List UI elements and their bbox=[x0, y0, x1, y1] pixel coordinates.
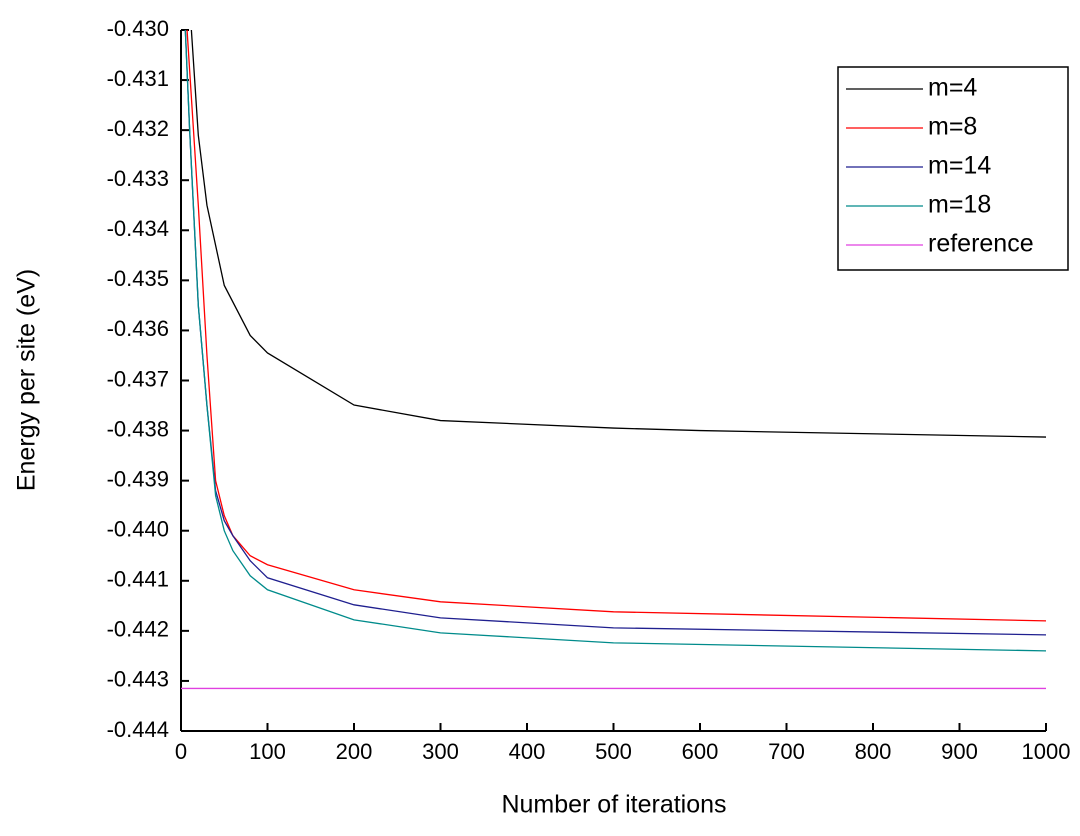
legend-box bbox=[837, 66, 1069, 271]
y-tick-label: -0.440 bbox=[107, 517, 169, 542]
series-line bbox=[184, 30, 1046, 652]
y-axis-label: Energy per site (eV) bbox=[13, 269, 41, 491]
y-tick-label: -0.444 bbox=[107, 717, 169, 742]
y-tick-label: -0.433 bbox=[107, 166, 169, 191]
x-tick-label: 500 bbox=[595, 739, 632, 764]
x-tick-label: 200 bbox=[336, 739, 373, 764]
x-tick-label: 800 bbox=[855, 739, 892, 764]
x-tick-label: 600 bbox=[682, 739, 719, 764]
x-tick-label: 1000 bbox=[1022, 739, 1071, 764]
legend-label: m=18 bbox=[928, 191, 991, 219]
x-tick-label: 100 bbox=[249, 739, 286, 764]
x-tick-label: 700 bbox=[768, 739, 805, 764]
series-line bbox=[190, 30, 1046, 438]
legend-label: reference bbox=[928, 230, 1034, 258]
y-tick-label: -0.434 bbox=[107, 216, 169, 241]
y-tick-label: -0.443 bbox=[107, 667, 169, 692]
x-tick-label: 400 bbox=[509, 739, 546, 764]
legend-label: m=4 bbox=[928, 74, 977, 102]
x-tick-label: 0 bbox=[175, 739, 187, 764]
series-line bbox=[186, 30, 1046, 622]
y-tick-label: -0.439 bbox=[107, 466, 169, 491]
y-tick-label: -0.437 bbox=[107, 366, 169, 391]
x-axis-label: Number of iterations bbox=[501, 791, 726, 819]
legend-label: m=8 bbox=[928, 113, 977, 141]
y-tick-label: -0.435 bbox=[107, 266, 169, 291]
y-tick-label: -0.436 bbox=[107, 316, 169, 341]
y-tick-label: -0.430 bbox=[107, 16, 169, 41]
x-tick-label: 900 bbox=[941, 739, 978, 764]
y-tick-label: -0.442 bbox=[107, 617, 169, 642]
y-tick-label: -0.432 bbox=[107, 116, 169, 141]
x-tick-label: 300 bbox=[422, 739, 459, 764]
y-tick-label: -0.441 bbox=[107, 567, 169, 592]
legend-label: m=14 bbox=[928, 152, 991, 180]
y-tick-label: -0.438 bbox=[107, 416, 169, 441]
y-tick-label: -0.431 bbox=[107, 66, 169, 91]
